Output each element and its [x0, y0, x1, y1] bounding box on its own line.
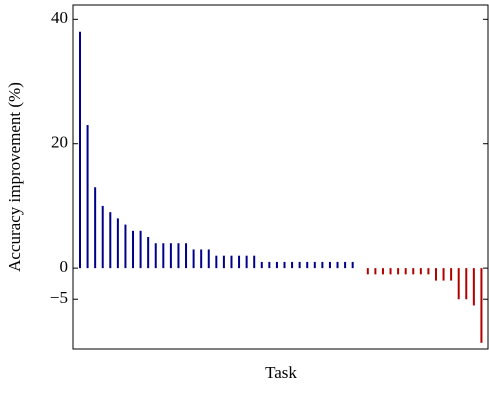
- bar: [169, 243, 172, 269]
- bar: [94, 187, 97, 269]
- bar: [177, 243, 180, 269]
- plot-frame: [72, 4, 489, 350]
- bar: [185, 243, 188, 269]
- bar: [321, 261, 324, 269]
- bar: [457, 268, 460, 300]
- bar: [132, 230, 135, 269]
- bar: [86, 125, 89, 269]
- bar: [328, 261, 331, 269]
- bar: [344, 261, 347, 269]
- bar: [192, 249, 195, 269]
- bar: [374, 268, 377, 275]
- bar: [404, 268, 407, 275]
- bar: [442, 268, 445, 281]
- bar: [397, 268, 400, 275]
- bar: [245, 255, 248, 269]
- bar: [298, 261, 301, 269]
- y-tick-label: 20: [51, 133, 68, 152]
- y-axis-label: Accuracy improvement (%): [5, 82, 24, 272]
- bar: [389, 268, 392, 275]
- y-tick-label: 0: [60, 257, 69, 276]
- bar: [116, 218, 119, 269]
- bar: [419, 268, 422, 275]
- bar: [465, 268, 468, 300]
- bar: [366, 268, 369, 275]
- y-tick-label: −5: [50, 288, 68, 307]
- bar: [260, 261, 263, 269]
- bar: [291, 261, 294, 269]
- bar: [336, 261, 339, 269]
- bar: [268, 261, 271, 269]
- bar: [381, 268, 384, 275]
- bar: [79, 31, 81, 269]
- bar: [472, 268, 475, 306]
- bar: [253, 255, 256, 269]
- bar: [480, 268, 483, 343]
- bar: [109, 212, 112, 269]
- bar: [450, 268, 453, 281]
- bar: [147, 237, 150, 269]
- bar: [306, 261, 309, 269]
- bar: [215, 255, 218, 269]
- x-axis-label: Task: [265, 363, 297, 382]
- bar: [207, 249, 210, 269]
- bar: [124, 224, 127, 269]
- bar: [222, 255, 225, 269]
- bar: [230, 255, 233, 269]
- y-tick-label: 40: [51, 8, 68, 27]
- bar: [434, 268, 437, 281]
- bar: [313, 261, 316, 269]
- bar: [275, 261, 278, 269]
- bar: [200, 249, 203, 269]
- bar: [351, 261, 354, 269]
- bar: [101, 205, 104, 269]
- bar: [139, 230, 142, 269]
- bar: [238, 255, 241, 269]
- bar: [283, 261, 286, 269]
- bar: [162, 243, 165, 269]
- bar: [154, 243, 157, 269]
- bar: [412, 268, 415, 275]
- bar: [427, 268, 430, 275]
